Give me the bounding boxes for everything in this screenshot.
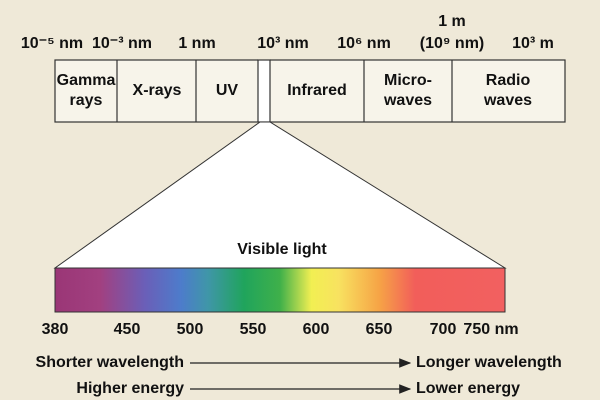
band-label: rays <box>70 92 103 109</box>
visible-ticks: 380 450 500 550 600 650 700 750 nm <box>42 321 519 338</box>
scale-label: 10⁻³ nm <box>92 35 152 52</box>
band-labels: Gamma rays X-rays UV Infrared Micro-waves Radi… <box>57 72 532 109</box>
band-label: waves <box>383 92 432 109</box>
visible-title: Visible light <box>237 241 327 258</box>
band-dividers <box>116 60 453 122</box>
tick-label: 550 <box>240 321 267 338</box>
band-label: Radio <box>486 72 531 89</box>
visible-bar <box>54 267 506 313</box>
tick-label: 750 nm <box>463 321 518 338</box>
tick-label: 500 <box>177 321 204 338</box>
band-label: Infrared <box>287 82 347 99</box>
band-label: UV <box>216 82 239 99</box>
note-left: Higher energy <box>76 380 184 397</box>
tick-label: 380 <box>42 321 69 338</box>
scale-labels: 10⁻⁵ nm 10⁻³ nm 1 nm 10³ nm 10⁶ nm 1 m (10⁹ nm… <box>21 13 554 52</box>
tick-label: 450 <box>114 321 141 338</box>
tick-label: 700 <box>430 321 457 338</box>
tick-label: 600 <box>303 321 330 338</box>
band-label: X-rays <box>133 82 182 99</box>
scale-label: 1 m <box>438 13 466 30</box>
scale-label: (10⁹ nm) <box>420 35 485 52</box>
scale-label: 1 nm <box>178 35 215 52</box>
scale-label: 10⁶ nm <box>337 35 391 52</box>
note-left: Shorter wavelength <box>36 354 184 371</box>
band-label: waves <box>483 92 532 109</box>
band-label: Micro- <box>384 72 432 89</box>
band-box <box>54 59 566 123</box>
band-label: Gamma <box>57 72 116 89</box>
scale-label: 10³ nm <box>257 35 309 52</box>
visible-slot-box <box>257 59 271 123</box>
scale-label: 10³ m <box>512 35 554 52</box>
scale-label: 10⁻⁵ nm <box>21 35 83 52</box>
tick-label: 650 <box>366 321 393 338</box>
note-right: Longer wavelength <box>416 354 562 371</box>
note-right: Lower energy <box>416 380 520 397</box>
